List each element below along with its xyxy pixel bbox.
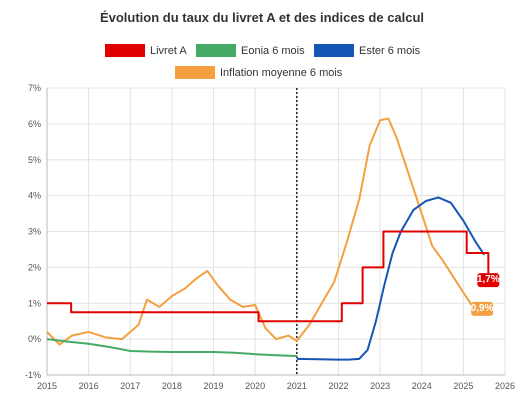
callout-text: 1,7% bbox=[477, 274, 500, 285]
callout-box bbox=[477, 273, 500, 288]
callout-box bbox=[471, 301, 494, 316]
x-tick-label: 2016 bbox=[79, 381, 99, 391]
legend-label-inflation: Inflation moyenne 6 mois bbox=[220, 67, 343, 79]
legend-label-eonia: Eonia 6 mois bbox=[241, 45, 305, 57]
legend-item-eonia[interactable]: Eonia 6 mois bbox=[196, 44, 305, 57]
x-tick-label: 2023 bbox=[370, 381, 390, 391]
legend-label-ester: Ester 6 mois bbox=[359, 45, 421, 57]
legend-item-inflation[interactable]: Inflation moyenne 6 mois bbox=[175, 66, 343, 79]
legend-swatch-ester bbox=[314, 44, 354, 57]
x-tick-label: 2021 bbox=[287, 381, 307, 391]
series-line-inflation-moyenne-6-mois bbox=[46, 117, 473, 346]
series-line-livret-a bbox=[47, 230, 490, 323]
grid bbox=[46, 87, 506, 376]
x-tick-label: 2015 bbox=[37, 381, 57, 391]
y-tick-label: 5% bbox=[28, 155, 41, 165]
legend-label-livret-a: Livret A bbox=[150, 45, 187, 57]
legend-item-livret-a[interactable]: Livret A bbox=[105, 44, 187, 57]
series-line-eonia-6-mois bbox=[46, 338, 297, 357]
y-axis-ticks: -1% 0% 1% 2% 3% 4% 5% 6% 7% bbox=[25, 83, 41, 380]
x-tick-label: 2020 bbox=[245, 381, 265, 391]
x-tick-label: 2024 bbox=[412, 381, 432, 391]
x-tick-label: 2018 bbox=[162, 381, 182, 391]
y-tick-label: 2% bbox=[28, 262, 41, 272]
x-tick-label: 2026 bbox=[495, 381, 515, 391]
y-tick-label: 7% bbox=[28, 83, 41, 93]
y-tick-label: 6% bbox=[28, 119, 41, 129]
x-tick-label: 2017 bbox=[120, 381, 140, 391]
callout-label: 1,7% bbox=[477, 273, 500, 288]
y-tick-label: 4% bbox=[28, 191, 41, 201]
y-tick-label: 0% bbox=[28, 334, 41, 344]
legend: Livret A Eonia 6 mois Ester 6 mois Infla… bbox=[105, 44, 421, 79]
legend-swatch-eonia bbox=[196, 44, 236, 57]
annotations: 1,7% 0,9% bbox=[471, 273, 500, 316]
y-tick-label: 3% bbox=[28, 227, 41, 237]
legend-swatch-livret-a bbox=[105, 44, 145, 57]
x-tick-label: 2019 bbox=[204, 381, 224, 391]
series-line-ester-6-mois bbox=[296, 196, 486, 361]
callout-label: 0,9% bbox=[471, 301, 494, 316]
callout-text: 0,9% bbox=[471, 303, 494, 314]
y-tick-label: 1% bbox=[28, 298, 41, 308]
chart-title: Évolution du taux du livret A et des ind… bbox=[100, 10, 424, 25]
series bbox=[46, 117, 490, 361]
y-tick-label: -1% bbox=[25, 370, 41, 380]
x-tick-label: 2025 bbox=[453, 381, 473, 391]
x-tick-label: 2022 bbox=[328, 381, 348, 391]
legend-swatch-inflation bbox=[175, 66, 215, 79]
legend-item-ester[interactable]: Ester 6 mois bbox=[314, 44, 421, 57]
x-axis-ticks: 2015 2016 2017 2018 2019 2020 2021 2022 2023 2024… bbox=[37, 381, 515, 391]
